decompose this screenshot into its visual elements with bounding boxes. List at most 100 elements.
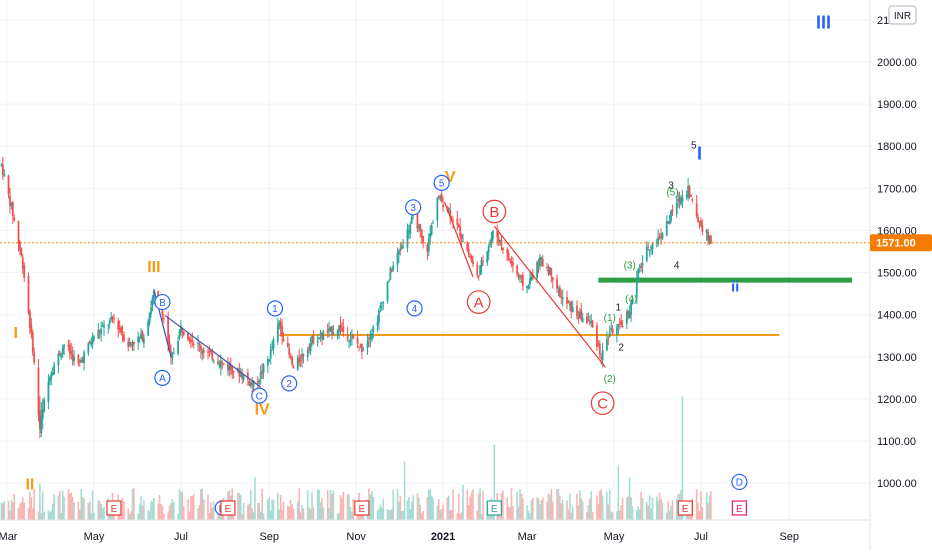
candle-body (477, 275, 480, 278)
volume-bar (547, 493, 550, 520)
volume-bar (700, 490, 702, 520)
candle-body (427, 238, 430, 252)
candle-body (637, 268, 640, 278)
wave-label-circle (466, 290, 491, 314)
x-tick-label: 2021 (431, 531, 455, 543)
volume-bar (349, 507, 352, 520)
volume-bar (560, 503, 563, 520)
candle-body (657, 237, 660, 244)
candle-body (547, 269, 550, 275)
candle-body (103, 325, 105, 328)
volume-bar (319, 502, 322, 520)
candle-body (601, 350, 604, 361)
candle-body (321, 334, 323, 338)
volume-bar (611, 512, 614, 520)
candle-body (590, 320, 593, 324)
candle-body (332, 332, 335, 334)
volume-bar (190, 495, 192, 520)
candle-body (191, 339, 194, 342)
candle-body (83, 352, 85, 364)
candle-body (502, 247, 504, 251)
volume-bar (586, 512, 588, 520)
candle-body (566, 297, 568, 304)
volume-bar (238, 493, 241, 520)
wave-label: 3 (410, 203, 416, 214)
candle-body (698, 222, 701, 224)
volume-bar (460, 512, 463, 520)
candle-body (406, 229, 409, 249)
candle-body (172, 352, 175, 354)
candle-body (227, 363, 229, 370)
volume-bar (376, 510, 379, 520)
volume-bar (507, 506, 510, 520)
volume-bar (430, 495, 433, 520)
candle-body (258, 380, 261, 382)
candle-body (382, 302, 385, 304)
volume-bar (157, 503, 159, 520)
candle-body (91, 336, 94, 345)
y-tick-label: 1000.00 (877, 478, 917, 490)
volume-bar (477, 493, 480, 520)
volume-bar (80, 489, 83, 520)
candle-body (23, 265, 26, 278)
candle-body (181, 327, 184, 333)
volume-bar (127, 508, 130, 520)
candle-body (645, 246, 648, 261)
volume-bar (436, 505, 439, 520)
volume-bar (597, 503, 600, 520)
x-tick-label: Jul (694, 531, 708, 543)
candle-body (70, 351, 73, 355)
volume-bar (9, 510, 11, 520)
candle-body (316, 340, 319, 343)
candle-body (279, 322, 282, 329)
volume-bar (239, 494, 242, 520)
volume-bar (697, 502, 699, 520)
volume-bar (469, 496, 471, 520)
x-tick-label: Nov (346, 531, 366, 543)
candle-body (420, 230, 423, 238)
volume-bar (439, 510, 442, 520)
wave-label: (4) (625, 294, 637, 305)
volume-bar (457, 494, 460, 520)
wave-label: IV (255, 402, 270, 419)
candle-body (447, 207, 450, 210)
currency-badge[interactable]: INR (888, 5, 917, 25)
candle-body (202, 349, 205, 354)
volume-bar (539, 503, 541, 520)
x-axis[interactable]: Mar May Jul Sep Nov 2021 Mar May Jul Sep (0, 531, 799, 543)
volume-bar (306, 490, 309, 520)
volume-bar (338, 512, 340, 520)
volume-bar (527, 510, 530, 520)
volume-bar (402, 511, 404, 520)
candle-body (509, 259, 511, 261)
candle-body (292, 365, 295, 369)
candle-body (486, 251, 489, 263)
candle-body (152, 291, 155, 300)
candle-body (296, 358, 299, 370)
candle-body (259, 372, 262, 379)
volume-bar (269, 510, 272, 520)
volume-bar (517, 506, 520, 520)
candle-body (29, 311, 31, 328)
volume-bar (197, 508, 199, 520)
candle-body (1, 164, 4, 175)
candle-body (635, 277, 638, 297)
candle-body (708, 235, 711, 243)
wave-label: C (256, 391, 263, 402)
candle-body (350, 336, 353, 338)
candle-body (198, 344, 201, 346)
event-marker-label: E (682, 504, 689, 515)
candle-body (10, 203, 13, 206)
candle-body (705, 230, 708, 234)
volume-bar (418, 497, 420, 520)
candle-body (21, 257, 24, 269)
candle-body (557, 287, 560, 289)
volume-bar (561, 499, 564, 520)
candle-body (118, 327, 121, 330)
volume-bar (626, 497, 628, 520)
y-tick-label: 1200.00 (877, 394, 917, 406)
candle-body (615, 327, 618, 335)
candle-body (511, 262, 514, 267)
